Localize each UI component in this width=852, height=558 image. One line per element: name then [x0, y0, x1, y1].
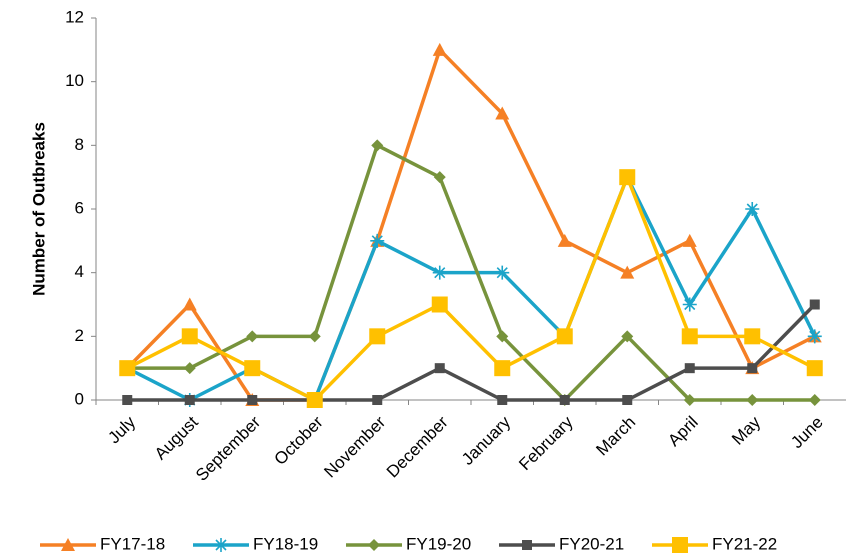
legend-label: FY21-22 — [712, 534, 777, 553]
data-point — [497, 395, 508, 405]
series — [120, 170, 822, 407]
data-point — [119, 360, 136, 377]
x-tick-label: July — [104, 412, 139, 447]
data-point — [621, 330, 634, 343]
data-point — [622, 395, 633, 405]
data-point — [371, 139, 384, 152]
x-tick-label: April — [664, 413, 701, 450]
data-point — [308, 330, 321, 343]
data-point — [495, 265, 510, 280]
data-point — [557, 233, 572, 247]
data-point — [182, 297, 197, 311]
y-tick-label: 4 — [75, 262, 84, 281]
data-point — [682, 297, 697, 312]
series-line — [126, 175, 816, 402]
data-point — [247, 395, 258, 405]
y-tick-label: 10 — [65, 71, 84, 90]
y-tick-label: 12 — [65, 7, 84, 26]
data-point — [807, 329, 822, 344]
legend-label: FY17-18 — [100, 534, 165, 553]
y-tick-label: 2 — [75, 326, 84, 345]
data-point — [244, 360, 261, 377]
data-point — [809, 299, 820, 310]
data-point — [432, 265, 447, 280]
legend-label: FY19-20 — [406, 534, 471, 553]
data-point — [745, 202, 760, 216]
x-tick-label: June — [787, 413, 827, 453]
data-point — [372, 395, 383, 405]
series-line — [127, 303, 816, 402]
data-point — [681, 328, 698, 345]
data-point — [619, 169, 636, 186]
data-point — [682, 233, 697, 247]
x-tick-label: March — [592, 413, 639, 460]
data-point — [683, 394, 696, 406]
data-point — [369, 328, 386, 345]
data-point — [744, 328, 761, 345]
series-line — [127, 143, 815, 402]
data-point — [746, 394, 759, 406]
data-point — [122, 395, 133, 405]
data-point — [184, 395, 195, 405]
legend-marker — [61, 538, 75, 551]
series — [122, 299, 820, 405]
y-tick-label: 0 — [75, 389, 84, 408]
x-tick-label: October — [271, 412, 327, 468]
x-tick-label: November — [320, 412, 389, 481]
y-tick-label: 8 — [75, 135, 84, 154]
data-point — [495, 106, 510, 120]
legend-label: FY20-21 — [559, 534, 624, 553]
legend-marker — [672, 537, 688, 553]
legend-label: FY18-19 — [253, 534, 318, 553]
data-point — [431, 296, 448, 313]
x-tick-label: January — [458, 412, 515, 469]
series — [119, 169, 823, 408]
y-axis-title: Number of Outbreaks — [29, 122, 48, 296]
y-tick-label: 6 — [75, 198, 84, 217]
data-point — [808, 394, 821, 406]
series-line — [126, 175, 817, 402]
x-tick-label: September — [192, 412, 264, 484]
data-point — [684, 363, 695, 374]
legend-marker — [522, 540, 532, 550]
data-point — [246, 330, 259, 343]
data-point — [183, 362, 196, 375]
x-tick-label: August — [151, 412, 202, 463]
data-point — [432, 42, 447, 56]
data-point — [181, 328, 198, 345]
data-point — [556, 328, 573, 345]
series-line — [126, 48, 816, 402]
legend-marker — [368, 539, 380, 551]
legend-marker — [214, 538, 228, 552]
data-point — [747, 363, 758, 374]
x-tick-label: December — [383, 412, 452, 481]
x-tick-label: May — [728, 412, 764, 448]
data-point — [370, 233, 385, 248]
data-point — [433, 171, 446, 184]
data-point — [620, 265, 635, 279]
data-point — [494, 360, 511, 377]
data-point — [306, 392, 323, 408]
data-point — [434, 363, 445, 374]
data-point — [806, 360, 823, 377]
x-tick-label: February — [515, 412, 577, 474]
data-point — [496, 330, 509, 343]
data-point — [559, 395, 570, 405]
